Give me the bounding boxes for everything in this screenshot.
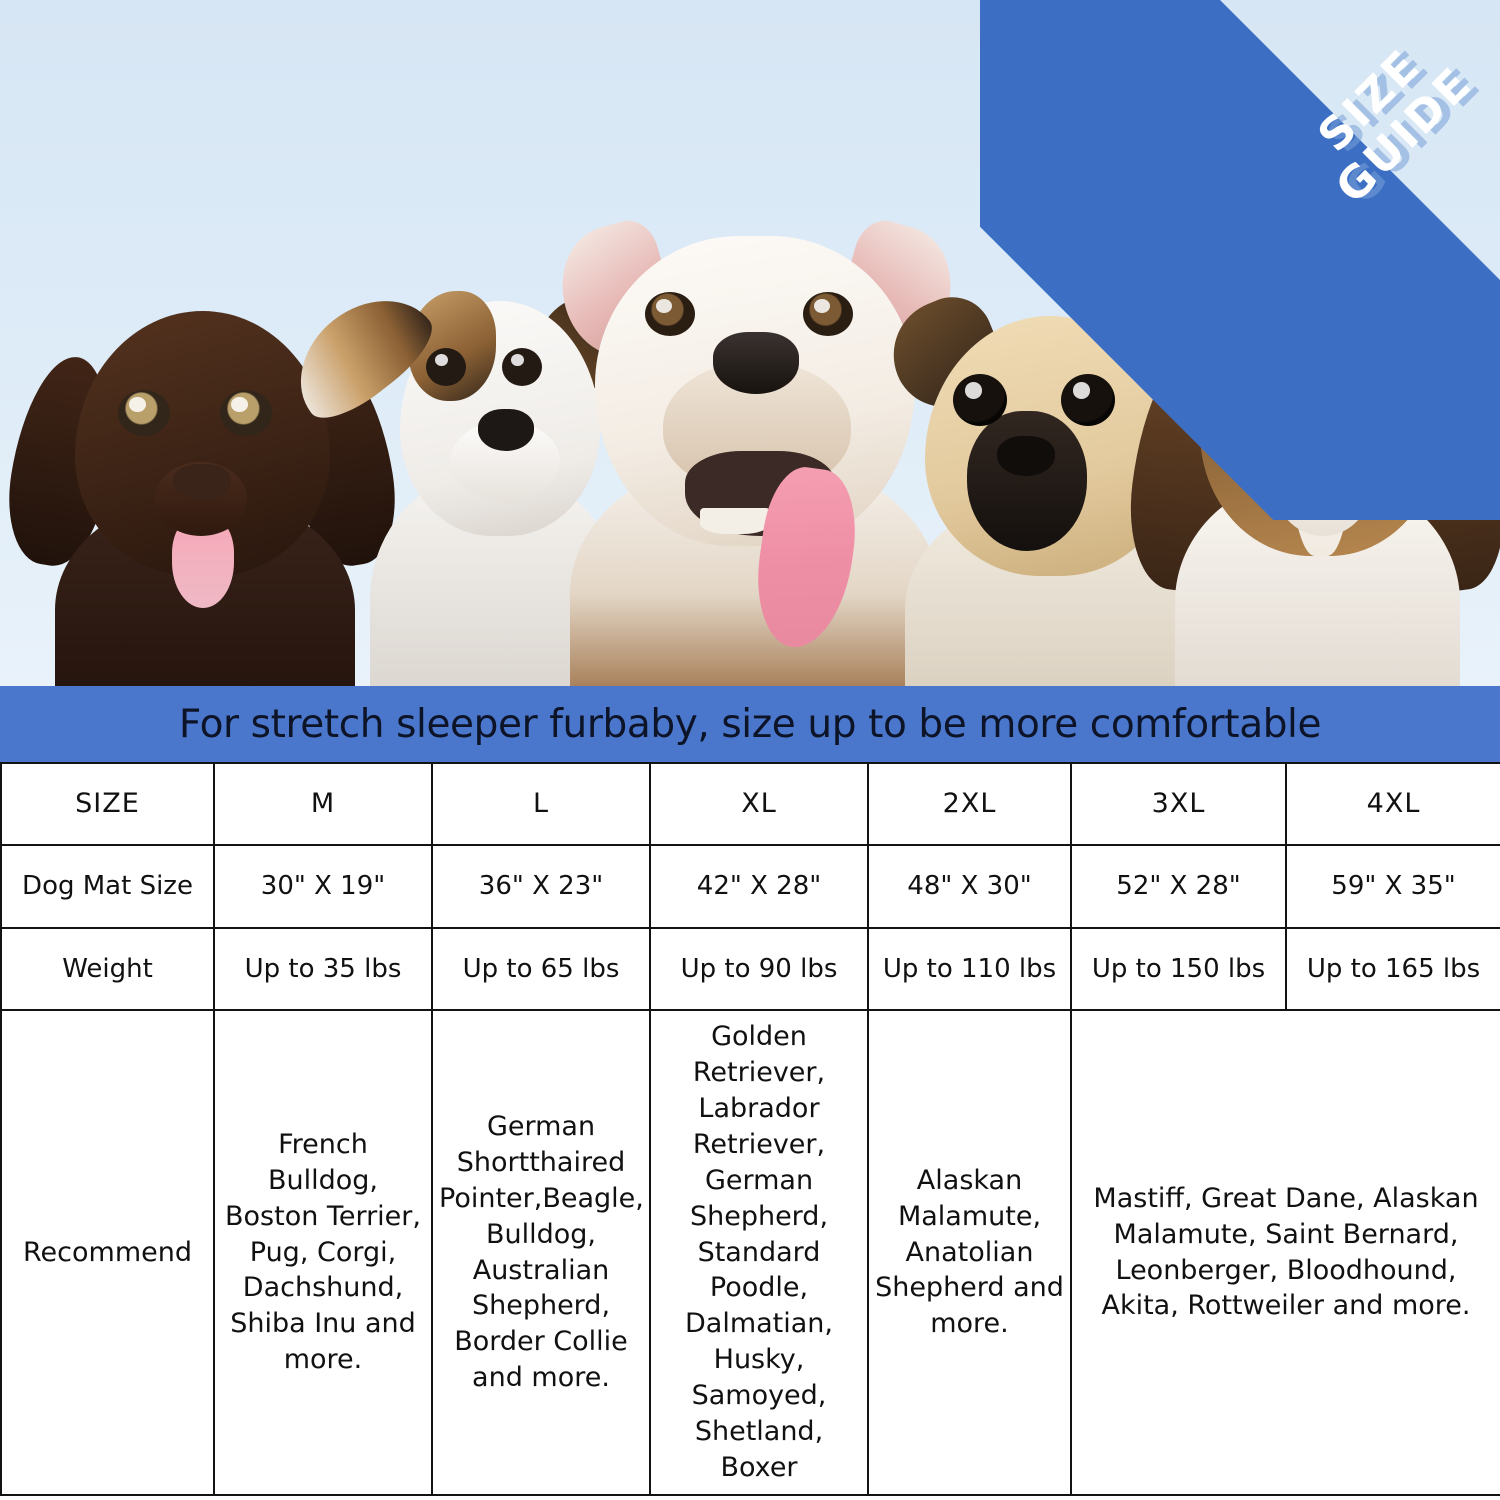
row-label-dog-mat-size: Dog Mat Size — [0, 844, 215, 929]
dog-nose — [713, 332, 799, 394]
headline-text: For stretch sleeper furbaby, size up to … — [178, 701, 1322, 747]
recommend-xl: Golden Retriever, Labrador Retriever, Ge… — [649, 1009, 869, 1496]
size-header-3xl: 3XL — [1070, 762, 1287, 846]
dog-face-mask — [967, 411, 1087, 551]
recommend-3xl-4xl: Mastiff, Great Dane, Alaskan Malamute, S… — [1070, 1009, 1500, 1496]
dog-nose — [478, 409, 534, 451]
dog-eye-left — [426, 348, 466, 386]
dog-eye-right — [803, 292, 853, 336]
size-header-2xl: 2XL — [867, 762, 1072, 846]
dog-teeth — [700, 508, 770, 534]
dog-eye-left — [953, 374, 1007, 426]
size-header-4xl: 4XL — [1285, 762, 1500, 846]
row-label-weight: Weight — [0, 927, 215, 1011]
weight-l: Up to 65 lbs — [431, 927, 651, 1011]
mat-size-l: 36" X 23" — [431, 844, 651, 929]
weight-4xl: Up to 165 lbs — [1285, 927, 1500, 1011]
hero-photo-banner: SIZE GUIDE — [0, 0, 1500, 686]
dog-eye-left — [118, 390, 170, 436]
table-row-recommend: Recommend French Bulldog, Boston Terrier… — [0, 1009, 1500, 1496]
weight-m: Up to 35 lbs — [213, 927, 433, 1011]
chocolate-labrador-puppy — [0, 256, 406, 686]
row-label-recommend: Recommend — [0, 1009, 215, 1496]
english-bulldog-puppy — [545, 166, 966, 686]
row-label-size: SIZE — [0, 762, 215, 846]
weight-xl: Up to 90 lbs — [649, 927, 869, 1011]
table-row-size-header: SIZE M L XL 2XL 3XL 4XL — [0, 762, 1500, 846]
dog-eye-right — [220, 390, 272, 436]
table-row-weight: Weight Up to 35 lbs Up to 65 lbs Up to 9… — [0, 927, 1500, 1011]
table-row-mat-size: Dog Mat Size 30" X 19" 36" X 23" 42" X 2… — [0, 844, 1500, 929]
size-header-xl: XL — [649, 762, 869, 846]
dog-photo-group — [0, 126, 1500, 686]
headline-banner: For stretch sleeper furbaby, size up to … — [0, 686, 1500, 762]
dog-eye-left — [645, 292, 695, 336]
recommend-2xl: Alaskan Malamute, Anatolian Shepherd and… — [867, 1009, 1072, 1496]
dog-nose — [997, 436, 1055, 476]
beagle-puppy — [1120, 216, 1500, 686]
dog-eye-right — [502, 348, 542, 386]
dog-eye-left — [1227, 368, 1277, 416]
dog-nose — [1287, 429, 1359, 481]
mat-size-3xl: 52" X 28" — [1070, 844, 1287, 929]
size-chart-table: SIZE M L XL 2XL 3XL 4XL Dog Mat Size 30"… — [0, 762, 1500, 1496]
mat-size-xl: 42" X 28" — [649, 844, 869, 929]
recommend-m: French Bulldog, Boston Terrier, Pug, Cor… — [213, 1009, 433, 1496]
dog-nose — [173, 464, 231, 500]
size-header-l: L — [431, 762, 651, 846]
recommend-l: German Shortthaired Pointer,Beagle, Bull… — [431, 1009, 651, 1496]
size-chart-table-wrapper: SIZE M L XL 2XL 3XL 4XL Dog Mat Size 30"… — [0, 762, 1500, 1500]
mat-size-2xl: 48" X 30" — [867, 844, 1072, 929]
dog-eye-right — [1061, 374, 1115, 426]
size-header-m: M — [213, 762, 433, 846]
mat-size-m: 30" X 19" — [213, 844, 433, 929]
dog-eye-right — [1327, 368, 1377, 416]
weight-2xl: Up to 110 lbs — [867, 927, 1072, 1011]
mat-size-4xl: 59" X 35" — [1285, 844, 1500, 929]
weight-3xl: Up to 150 lbs — [1070, 927, 1287, 1011]
